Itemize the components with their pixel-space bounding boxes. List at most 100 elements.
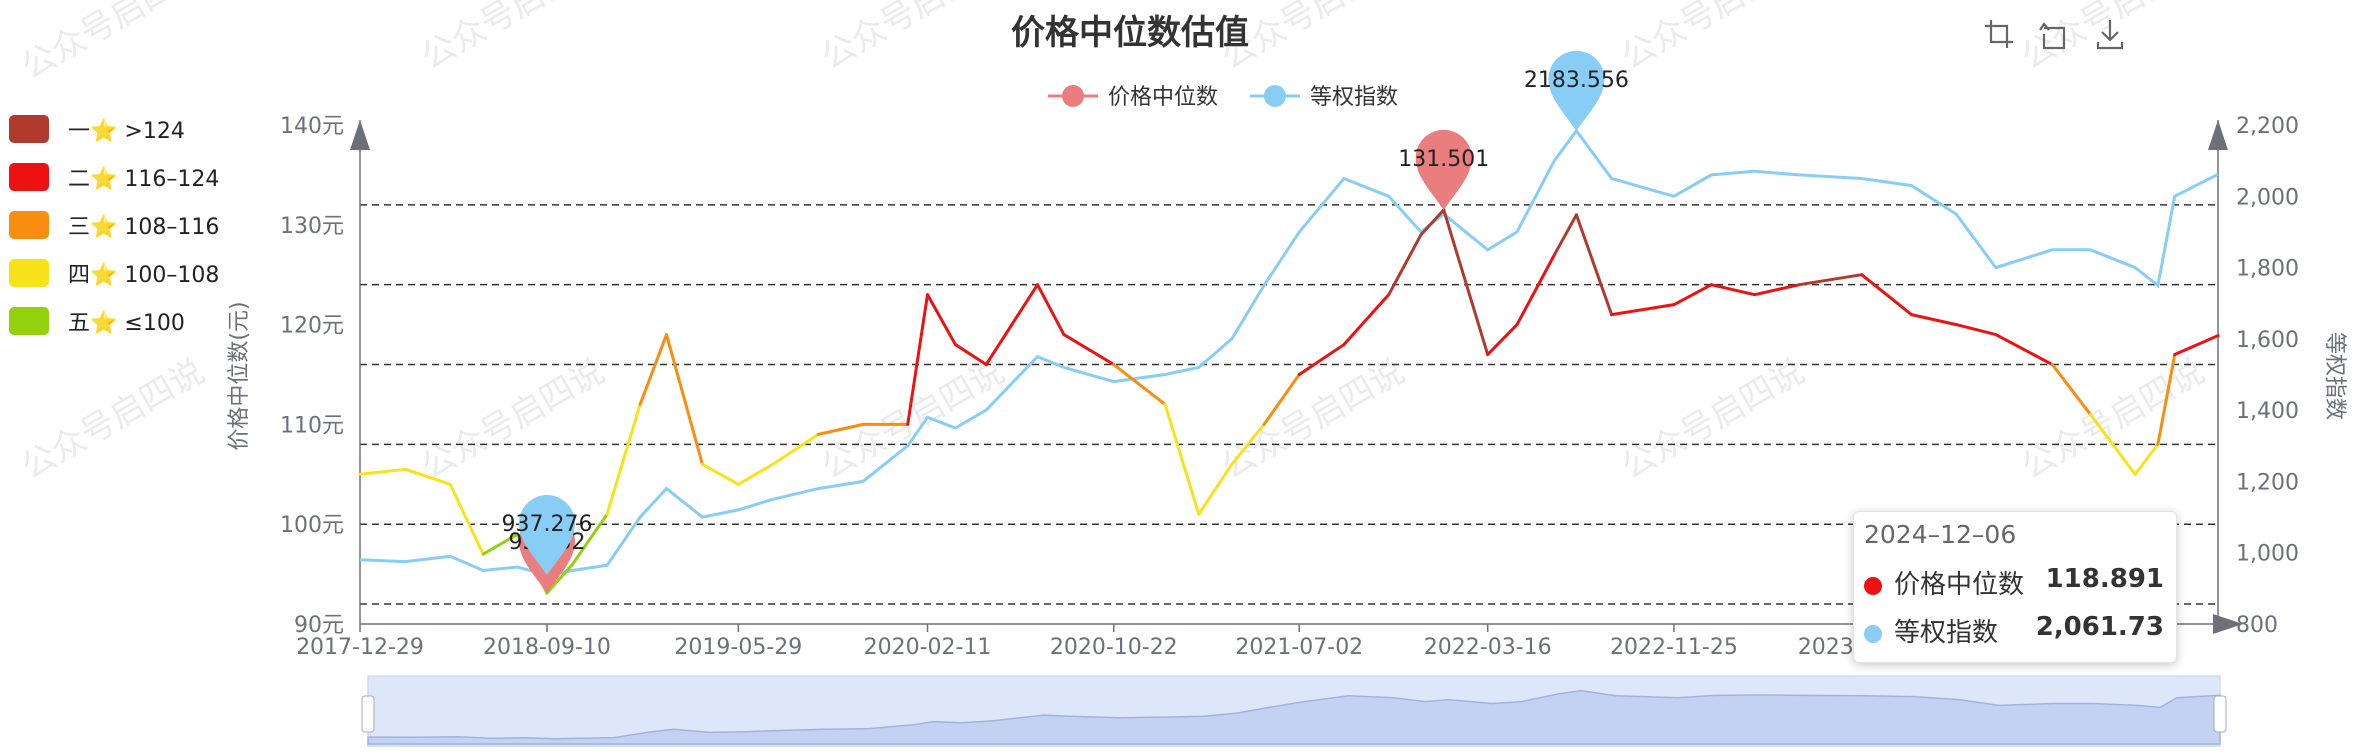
x-axis-tick-label: 2022-03-16 xyxy=(1424,635,1552,660)
series-segment-price-median xyxy=(1515,253,1556,327)
x-axis-tick-label: 2020-02-11 xyxy=(864,635,992,660)
data-zoom-left-handle[interactable] xyxy=(361,695,375,733)
series-segment-price-median xyxy=(2050,363,2092,416)
left-axis-tick-label: 110元 xyxy=(280,413,344,438)
series-segment-price-median xyxy=(1574,213,1614,317)
grade-item-3[interactable]: 三⭐ 108–116 xyxy=(9,211,219,240)
series-legend: 价格中位数 等权指数 xyxy=(1048,85,1398,110)
chart-title: 价格中位数估值 xyxy=(1011,13,1249,53)
grade-item-1[interactable]: 一⭐ >124 xyxy=(9,115,185,144)
series-segment-price-median xyxy=(1994,333,2054,367)
series-segment-price-median xyxy=(2156,353,2177,446)
tooltip-value-price-median: 118.891 xyxy=(2045,564,2164,594)
watermark-text: 公众号启四说 xyxy=(815,0,1012,78)
series-segment-price-median xyxy=(1297,343,1346,376)
x-axis-tick-label: 2018-09-10 xyxy=(483,635,611,660)
series-segment-price-median xyxy=(1552,213,1578,257)
series-segment-price-median xyxy=(605,402,642,516)
series-segment-price-median xyxy=(1419,208,1446,237)
mark-point[interactable]: 2183.556 xyxy=(1524,50,1629,131)
data-zoom-slider[interactable] xyxy=(361,675,2227,747)
grade-item-5[interactable]: 五⭐ ≤100 xyxy=(9,307,185,336)
series-segment-price-median xyxy=(984,283,1040,367)
series-segment-price-median xyxy=(1230,422,1266,466)
plot-area xyxy=(358,128,2220,595)
left-axis-tick-label: 120元 xyxy=(280,314,344,339)
tooltip-date: 2024–12–06 xyxy=(1864,520,2017,549)
grade-swatch-5 xyxy=(9,307,49,335)
grade-label-2: 二⭐ 116–124 xyxy=(68,166,219,192)
right-axis-tick-label: 1,400 xyxy=(2236,399,2299,424)
x-axis-tick-label: 2021-07-02 xyxy=(1235,635,1363,660)
series-segment-price-median xyxy=(816,422,865,436)
left-axis-tick-label: 130元 xyxy=(280,214,344,239)
series-segment-price-median xyxy=(1112,363,1167,406)
data-zoom-right-handle[interactable] xyxy=(2213,695,2227,733)
series-segment-price-median xyxy=(1062,333,1116,367)
series-segment-price-median xyxy=(1486,323,1519,357)
left-axis-title: 价格中位数(元) xyxy=(227,301,252,450)
area-zoom-icon[interactable] xyxy=(1985,20,2013,48)
series-segment-price-median xyxy=(545,562,575,595)
right-axis-tick-label: 1,600 xyxy=(2236,328,2299,353)
zoom-reset-icon[interactable] xyxy=(2039,22,2066,50)
series-segment-price-median xyxy=(1197,462,1234,516)
series-segment-price-median xyxy=(358,467,407,476)
mark-point[interactable]: 937.276 xyxy=(501,495,592,576)
series-segment-price-median xyxy=(1036,283,1066,337)
right-axis-tick-label: 2,000 xyxy=(2236,185,2299,210)
legend-item-price-median[interactable]: 价格中位数 xyxy=(1048,85,1218,110)
watermark-text: 公众号启四说 xyxy=(415,351,612,488)
series-segment-price-median xyxy=(1610,303,1676,317)
watermark-text: 公众号启四说 xyxy=(15,351,212,488)
mark-pin-shape xyxy=(1548,50,1605,131)
series-segment-price-median xyxy=(2133,442,2160,476)
right-axis-arrow xyxy=(2208,120,2228,150)
tooltip-row-price-median: 价格中位数 118.891 xyxy=(1864,564,2164,601)
x-axis-tick-label: 2020-10-22 xyxy=(1050,635,1178,660)
watermark-layer: 公众号启四说 公众号启四说 公众号启四说 公众号启四说 公众号启四说 公众号启四说公众号启… xyxy=(15,0,2212,488)
mark-pin-label: 937.276 xyxy=(501,512,592,537)
legend-item-equal-weight[interactable]: 等权指数 xyxy=(1250,85,1398,110)
grade-label-1: 一⭐ >124 xyxy=(68,118,185,144)
grade-item-4[interactable]: 四⭐ 100–108 xyxy=(9,259,219,288)
series-segment-price-median xyxy=(638,333,668,406)
watermark-text: 公众号启四说 xyxy=(815,351,1012,488)
mark-pin-label: 2183.556 xyxy=(1524,68,1629,93)
series-segment-price-median xyxy=(571,512,609,566)
tooltip: 2024–12–06 价格中位数 118.891 等权指数 2,061.73 xyxy=(1853,511,2177,663)
series-segment-price-median xyxy=(1954,323,1998,337)
series-segment-price-median xyxy=(771,432,820,466)
right-axis-title: 等权指数 xyxy=(2322,332,2347,420)
x-axis-tick-label: 2017-12-29 xyxy=(296,635,424,660)
series-segment-price-median xyxy=(403,467,452,486)
mark-pin-shape xyxy=(518,495,575,576)
mark-pin-label: 131.501 xyxy=(1398,147,1489,172)
right-axis-tick-label: 1,000 xyxy=(2236,542,2299,567)
download-icon[interactable] xyxy=(2096,20,2124,50)
tooltip-value-equal-weight: 2,061.73 xyxy=(2035,612,2164,642)
x-axis-tick-label: 2019-05-29 xyxy=(674,635,802,660)
series-segment-price-median xyxy=(1442,208,1490,357)
toolbox xyxy=(1985,20,2124,50)
grade-label-4: 四⭐ 100–108 xyxy=(68,262,219,288)
legend-label-equal-weight: 等权指数 xyxy=(1310,85,1398,110)
series-segment-price-median xyxy=(1797,273,1864,287)
watermark-text: 公众号启四说 xyxy=(15,0,212,88)
series-segment-price-median xyxy=(1709,283,1757,297)
grade-swatch-3 xyxy=(9,211,49,239)
watermark-text: 公众号启四说 xyxy=(1615,0,1812,78)
series-segment-price-median xyxy=(1387,233,1423,297)
series-segment-price-median xyxy=(1163,402,1201,516)
watermark-text: 公众号启四说 xyxy=(1215,351,1412,488)
grade-item-2[interactable]: 二⭐ 116–124 xyxy=(9,163,219,192)
tooltip-row-equal-weight: 等权指数 2,061.73 xyxy=(1864,612,2164,649)
mark-point[interactable]: 131.501 xyxy=(1398,129,1489,210)
series-line-equal-weight xyxy=(359,128,2219,577)
series-segment-price-median xyxy=(481,532,520,556)
series-segment-price-median xyxy=(1753,283,1801,297)
x-axis-arrow xyxy=(2213,614,2243,634)
series-segment-price-median xyxy=(2173,334,2220,357)
grade-label-3: 三⭐ 108–116 xyxy=(68,214,219,240)
series-segment-price-median xyxy=(448,482,485,556)
